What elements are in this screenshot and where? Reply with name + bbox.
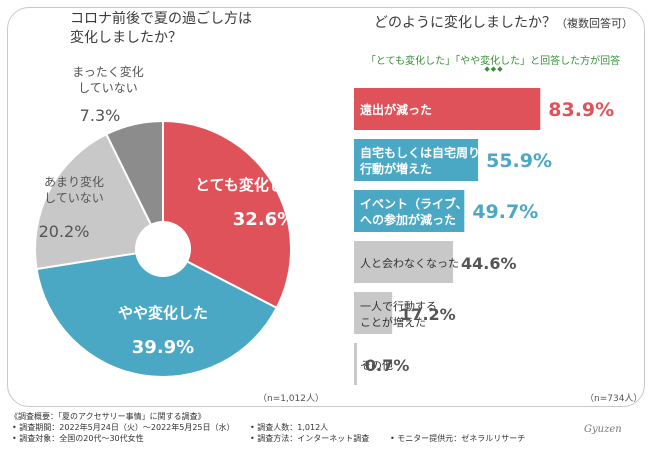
bar-other [354, 343, 357, 385]
footer-target: • 調査対象：全国の20代～30代女性 [12, 434, 144, 443]
bar-less-travel [354, 88, 541, 130]
pie-label-somewhat-changed: やや変化した [118, 304, 208, 322]
brand-logo: Gyuzen [584, 424, 622, 435]
decorative-dots: ◆◆◆ [484, 65, 504, 73]
bar-value-meet-fewer-people: 44.6% [461, 254, 517, 273]
pie-label-not-much-changed: あまり変化 [44, 174, 104, 189]
pie-value-not-changed: 7.3% [80, 106, 121, 125]
bar-more-home-activity [354, 139, 479, 181]
footer-method: • 調査方法：インターネット調査 [250, 434, 370, 443]
pie-value-somewhat-changed: 39.9% [132, 337, 194, 358]
pie-slice-somewhat-changed [35, 247, 279, 378]
pie-chart-title: コロナ前後で夏の過ごし方は 変化しましたか？ [70, 10, 290, 48]
footer-provider: • モニター提供元：ゼネラルリサーチ [390, 434, 526, 443]
pie-label-very-changed: とても変化した [195, 176, 299, 194]
bar-value-less-travel: 83.9% [548, 99, 614, 121]
pie-value-very-changed: 32.6% [233, 209, 295, 230]
bar-value-more-home-activity: 55.9% [486, 150, 552, 172]
bar-chart-title: どのように変化しましたか？（複数回答可） [374, 14, 644, 33]
bar-title-text: どのように変化しましたか？ [374, 15, 556, 31]
bar-label-fewer-events: への参加が減った [360, 212, 456, 227]
bar-meet-fewer-people [354, 241, 454, 283]
footer-count: • 調査人数：1,012人 [250, 423, 329, 432]
bar-value-fewer-events: 49.7% [472, 201, 538, 223]
pie-center-hole [135, 221, 191, 277]
bar-sample-size: （n=734人） [585, 394, 643, 404]
bar-more-solo [354, 292, 393, 334]
pie-chart: とても変化した32.6%やや変化した39.9%あまり変化していない20.2%まっ… [34, 64, 299, 378]
pie-sample-size: （n=1,012人） [258, 394, 325, 404]
bar-label-fewer-events: イベント（ライブ、フェスなど） [360, 196, 540, 211]
bar-title-note: （複数回答可） [556, 17, 633, 30]
pie-label-not-much-changed: していない [44, 191, 104, 205]
bar-label-other: その他 [360, 359, 393, 372]
pie-title-line-1: コロナ前後で夏の過ごし方は [70, 11, 252, 27]
bar-label-more-home-activity: 行動が増えた [359, 161, 432, 176]
bar-value-other: 0.7% [365, 356, 409, 375]
pie-value-not-much-changed: 20.2% [39, 222, 90, 241]
bar-label-less-travel: 遠出が減った [360, 102, 432, 117]
pie-slice-very-changed [162, 119, 292, 310]
pie-slice-not-changed [104, 119, 164, 250]
bar-label-more-solo: ことが増えた [360, 315, 426, 329]
bar-label-more-solo: 一人で行動する [360, 299, 437, 313]
footer-overview: 《調査概要：「夏のアクセサリー事情」に関する調査》 [10, 412, 206, 421]
footer-period: • 調査期間：2022年5月24日（火）～2022年5月25日（水） [12, 423, 235, 432]
bar-label-more-home-activity: 自宅もしくは自宅周りでの [360, 145, 504, 160]
bar-value-more-solo: 17.2% [400, 305, 456, 324]
bar-label-meet-fewer-people: 人と会わなくなった [360, 257, 459, 270]
pie-label-not-changed: していない [78, 81, 138, 95]
pie-label-not-changed: まったく変化 [72, 64, 144, 79]
pie-title-line-2: 変化しましたか？ [70, 30, 182, 46]
bar-fewer-events [354, 190, 465, 232]
bar-chart-subtitle: 「とても変化した」「やや変化した」と回答した方が回答 [365, 56, 621, 67]
pie-slice-not-much-changed [34, 132, 165, 271]
